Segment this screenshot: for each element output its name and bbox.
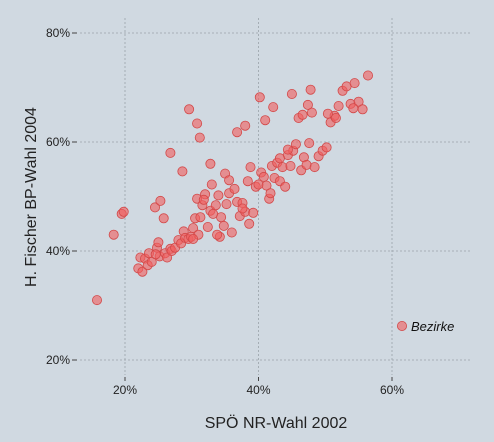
data-point xyxy=(286,89,297,100)
data-point xyxy=(155,195,166,206)
legend-marker xyxy=(396,320,407,331)
data-point xyxy=(213,190,224,201)
data-point xyxy=(260,115,271,126)
data-point xyxy=(333,101,344,112)
x-tick-label: 60% xyxy=(380,383,404,397)
x-tick-label: 40% xyxy=(246,383,270,397)
data-point xyxy=(362,70,373,81)
data-point xyxy=(206,179,217,190)
data-point xyxy=(229,183,240,194)
data-point xyxy=(309,162,320,173)
data-point xyxy=(245,162,256,173)
data-point xyxy=(118,206,129,217)
data-point xyxy=(198,194,209,205)
data-points xyxy=(92,70,373,306)
data-point xyxy=(218,220,229,231)
data-point xyxy=(212,229,223,240)
data-point xyxy=(224,175,235,186)
data-point xyxy=(165,147,176,158)
data-point xyxy=(306,107,317,118)
legend: Bezirke xyxy=(396,319,454,334)
data-point xyxy=(177,166,188,177)
data-point xyxy=(205,158,216,169)
data-point xyxy=(188,223,199,234)
data-point xyxy=(305,84,316,95)
data-point xyxy=(290,139,301,150)
y-axis-title: H. Fischer BP-Wahl 2004 xyxy=(23,107,40,287)
data-point xyxy=(202,221,213,232)
data-point xyxy=(226,227,237,238)
data-point xyxy=(108,229,119,240)
data-point xyxy=(322,108,333,119)
data-point xyxy=(244,218,255,229)
y-tick-label: 40% xyxy=(46,244,70,258)
data-point xyxy=(232,127,243,138)
x-tick-label: 20% xyxy=(113,383,137,397)
data-point xyxy=(261,180,272,191)
data-point xyxy=(150,249,161,260)
y-tick-label: 80% xyxy=(46,26,70,40)
x-axis-title: SPÖ NR-Wahl 2002 xyxy=(205,414,348,432)
y-tick-label: 60% xyxy=(46,135,70,149)
data-point xyxy=(158,213,169,224)
data-point xyxy=(248,207,259,218)
data-point xyxy=(268,102,279,113)
data-point xyxy=(216,212,227,223)
data-point xyxy=(282,144,293,155)
data-point xyxy=(321,142,332,153)
data-point xyxy=(254,92,265,103)
data-point xyxy=(195,212,206,223)
data-point xyxy=(237,203,248,214)
data-point xyxy=(192,118,203,129)
data-point xyxy=(92,295,103,306)
data-point xyxy=(357,104,368,115)
data-point xyxy=(297,109,308,120)
data-point xyxy=(348,103,359,114)
data-point xyxy=(265,188,276,199)
data-point xyxy=(280,181,291,192)
data-point xyxy=(353,96,364,107)
y-tick-label: 20% xyxy=(46,353,70,367)
data-point xyxy=(210,200,221,211)
data-point xyxy=(184,104,195,115)
data-point xyxy=(285,160,296,171)
data-point xyxy=(349,78,360,89)
data-point xyxy=(153,237,164,248)
data-point xyxy=(221,199,232,210)
data-point xyxy=(194,132,205,143)
data-point xyxy=(302,99,313,110)
data-point xyxy=(258,171,269,182)
data-point xyxy=(188,233,199,244)
data-point xyxy=(149,202,160,213)
data-point xyxy=(304,138,315,149)
legend-label: Bezirke xyxy=(411,319,454,334)
data-point xyxy=(137,266,148,277)
data-point xyxy=(330,113,341,124)
data-point xyxy=(242,176,253,187)
data-point xyxy=(240,120,251,131)
data-point xyxy=(274,153,285,164)
axis-ticks: 20% 40% 60% 20% 40% 60% 80% xyxy=(46,26,404,397)
